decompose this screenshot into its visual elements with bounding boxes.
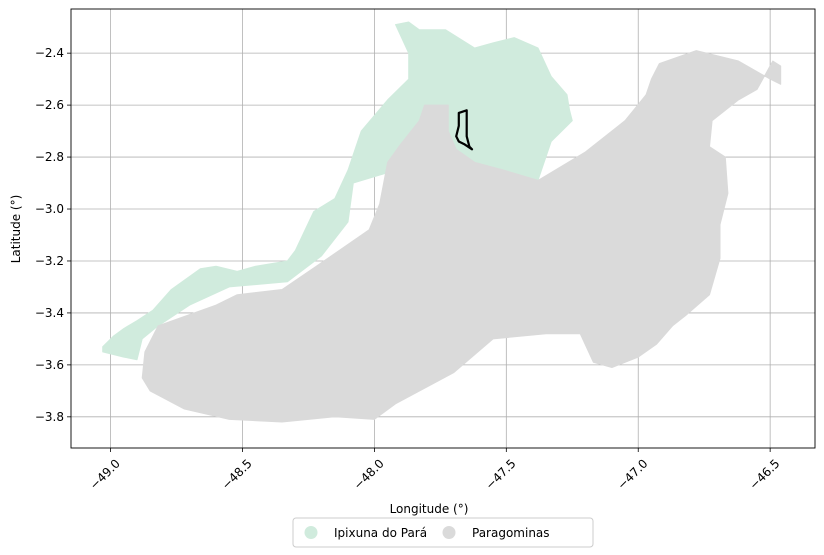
- outline-layer: [455, 109, 474, 151]
- x-tick-label: −46.5: [747, 456, 783, 492]
- x-tick-label: −48.5: [219, 456, 255, 492]
- legend-label-ipixuna-do-para: Ipixuna do Pará: [334, 526, 427, 540]
- y-tick-label: −3.6: [35, 358, 64, 372]
- y-tick-label: −3.0: [35, 202, 64, 216]
- y-tick-label: −3.2: [35, 254, 64, 268]
- region-paragominas: [141, 50, 782, 423]
- x-tick-label: −47.5: [483, 456, 519, 492]
- legend: Ipixuna do Pará Paragominas: [292, 517, 594, 548]
- x-axis-label: Longitude (°): [390, 502, 469, 516]
- y-tick-label: −2.6: [35, 98, 64, 112]
- region-layer: [102, 21, 782, 423]
- y-tick-label: −3.8: [35, 410, 64, 424]
- y-tick-label: −2.4: [35, 46, 64, 60]
- x-tick-label: −48.0: [351, 456, 387, 492]
- x-tick-label: −47.0: [615, 456, 651, 492]
- y-tick-label: −3.4: [35, 306, 64, 320]
- y-axis-label: Latitude (°): [9, 195, 23, 264]
- legend-marker-paragominas: [442, 526, 456, 539]
- y-tick-label: −2.8: [35, 150, 64, 164]
- region-ipixuna-do-para: [102, 21, 573, 361]
- y-axis-ticks: −2.4 −2.6 −2.8 −3.0 −3.2 −3.4 −3.6 −3.8: [35, 46, 71, 424]
- plot-frame: [70, 8, 816, 449]
- x-tick-label: −49.0: [87, 456, 123, 492]
- legend-label-paragominas: Paragominas: [472, 526, 550, 540]
- legend-marker-ipixuna-do-para: [304, 526, 318, 539]
- highlighted-area-outline: [455, 109, 474, 151]
- x-axis-ticks: −49.0 −48.5 −48.0 −47.5 −47.0 −46.5: [87, 448, 782, 492]
